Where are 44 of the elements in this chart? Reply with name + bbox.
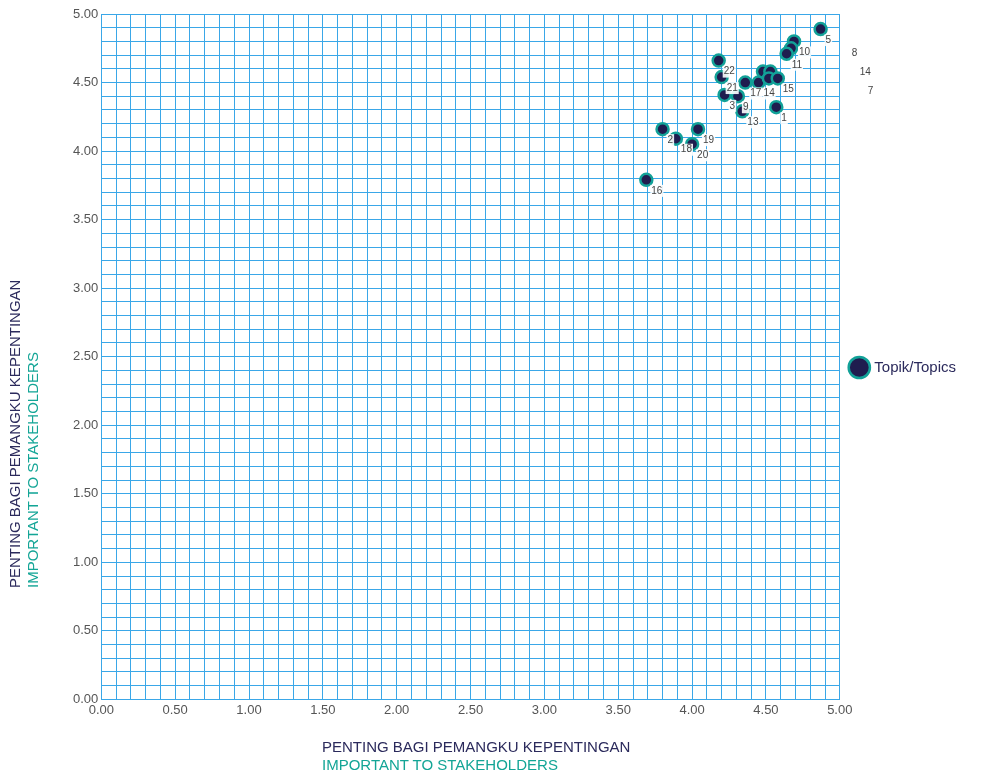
x-tick-label: 1.00 xyxy=(236,701,262,717)
annotation: 16 xyxy=(651,184,663,196)
x-tick-label: 4.50 xyxy=(753,701,779,717)
y-tick-label: 2.00 xyxy=(72,416,99,432)
x-axis-title: PENTING BAGI PEMANGKU KEPENTINGAN IMPORTANT TO STAKEHOLDERS xyxy=(322,738,631,771)
legend-label: Topik/Topics xyxy=(874,357,956,375)
y-tick-label: 2.50 xyxy=(72,348,99,364)
y-tick-label: 3.50 xyxy=(72,211,99,227)
annotation: 9 xyxy=(742,101,749,112)
annotation: 19 xyxy=(703,133,715,145)
annotation: 11 xyxy=(791,58,803,70)
y-tick-label: 4.00 xyxy=(72,142,99,158)
y-tick-label: 0.50 xyxy=(72,622,99,638)
y-tick-label: 1.00 xyxy=(72,553,99,569)
annotation: 17 xyxy=(750,87,762,99)
y-tick-label: 3.00 xyxy=(72,279,99,295)
x-tick-label: 4.00 xyxy=(679,701,705,717)
annotation: 5 xyxy=(825,33,832,45)
annotation: 22 xyxy=(723,65,736,77)
x-tick-label: 3.50 xyxy=(605,701,631,717)
x-tick-label: 5.00 xyxy=(827,701,853,717)
annotation: 13 xyxy=(747,116,759,128)
annotation: 2 xyxy=(667,133,674,145)
text: 8 xyxy=(851,46,858,58)
text: 14 xyxy=(859,65,872,77)
y-tick-label: 5.00 xyxy=(72,5,99,21)
y-axis-title: PENTING BAGI PEMANGKU KEPENTINGAN IMPORTANT TO STAKEHOLDERS xyxy=(6,278,42,588)
annotation: 21 xyxy=(726,81,739,93)
annotation: 3 xyxy=(729,99,736,111)
x-tick-label: 2.50 xyxy=(457,701,484,717)
x-tick-label: 3.00 xyxy=(531,701,558,717)
annotation: 14 xyxy=(763,87,776,99)
y-tick-label: 4.50 xyxy=(72,74,99,90)
annotation: 20 xyxy=(697,148,709,160)
y-tick-label: 0.00 xyxy=(72,690,99,706)
text: 7 xyxy=(867,84,874,96)
annotation: 10 xyxy=(799,46,811,58)
annotation: 18 xyxy=(680,143,693,155)
annotation: 15 xyxy=(782,83,795,95)
y-tick-label: 1.50 xyxy=(72,485,99,501)
annotation: 1 xyxy=(781,111,788,123)
x-tick-label: 0.50 xyxy=(162,701,188,717)
x-tick-label: 1.50 xyxy=(310,701,336,717)
x-tick-label: 2.00 xyxy=(384,701,410,717)
